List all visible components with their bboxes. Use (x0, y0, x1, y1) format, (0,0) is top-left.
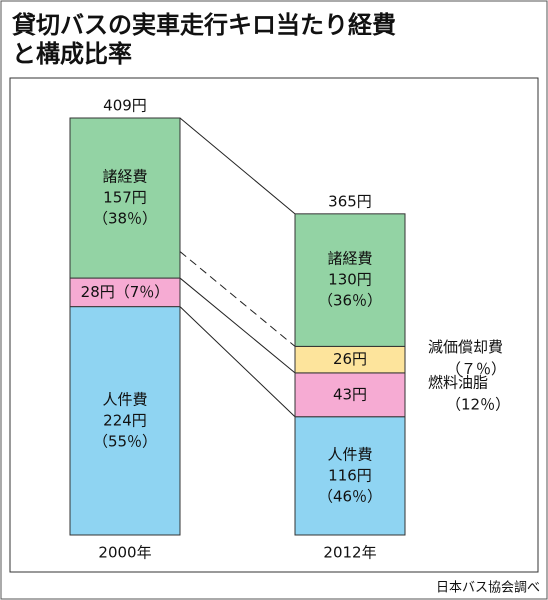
bar-segment (294, 372, 406, 418)
segment-label: 130円 (328, 271, 372, 289)
chart-title: と構成比率 (12, 40, 132, 68)
chart-title: 貸切バスの実車走行キロ当たり経費 (12, 11, 396, 39)
connector (179, 277, 296, 374)
bar-segment (69, 277, 181, 308)
segment-label: （46％） (318, 487, 382, 505)
segment-label: 43円 (333, 385, 367, 403)
segment-label: 28円（7％） (81, 283, 170, 301)
bar-segment (69, 306, 181, 536)
segment-label: 諸経費 (102, 168, 147, 186)
segment-label: 26円 (333, 350, 367, 368)
connector (179, 117, 296, 215)
segment-label: 116円 (328, 466, 372, 484)
series-name: 燃料油脂 (428, 373, 488, 391)
x-tick-label: 2012年 (323, 544, 376, 562)
segment-label: （36％） (318, 292, 382, 310)
total-label: 409円 (103, 97, 147, 115)
segment-label: 諸経費 (327, 250, 372, 268)
series-share: （７％） (446, 360, 506, 378)
segment-label: 157円 (103, 189, 147, 207)
series-share: （12％） (446, 395, 510, 413)
bar-segment (294, 416, 406, 536)
segment-label: 人件費 (327, 445, 372, 463)
segment-label: （55％） (93, 432, 157, 450)
connector (179, 306, 296, 418)
bar-segment (294, 213, 406, 347)
bar-segment (69, 117, 181, 279)
connector (179, 251, 296, 347)
segment-label: 224円 (103, 411, 147, 429)
segment-label: 人件費 (102, 390, 147, 408)
source: 日本バス協会調べ (436, 581, 540, 596)
x-tick-label: 2000年 (98, 544, 151, 562)
chart-frame (9, 77, 539, 573)
segment-label: （38％） (93, 210, 157, 228)
bar-segment (294, 345, 406, 374)
total-label: 365円 (328, 192, 372, 210)
connectors (179, 117, 296, 418)
series-name: 減価償却費 (428, 338, 503, 356)
